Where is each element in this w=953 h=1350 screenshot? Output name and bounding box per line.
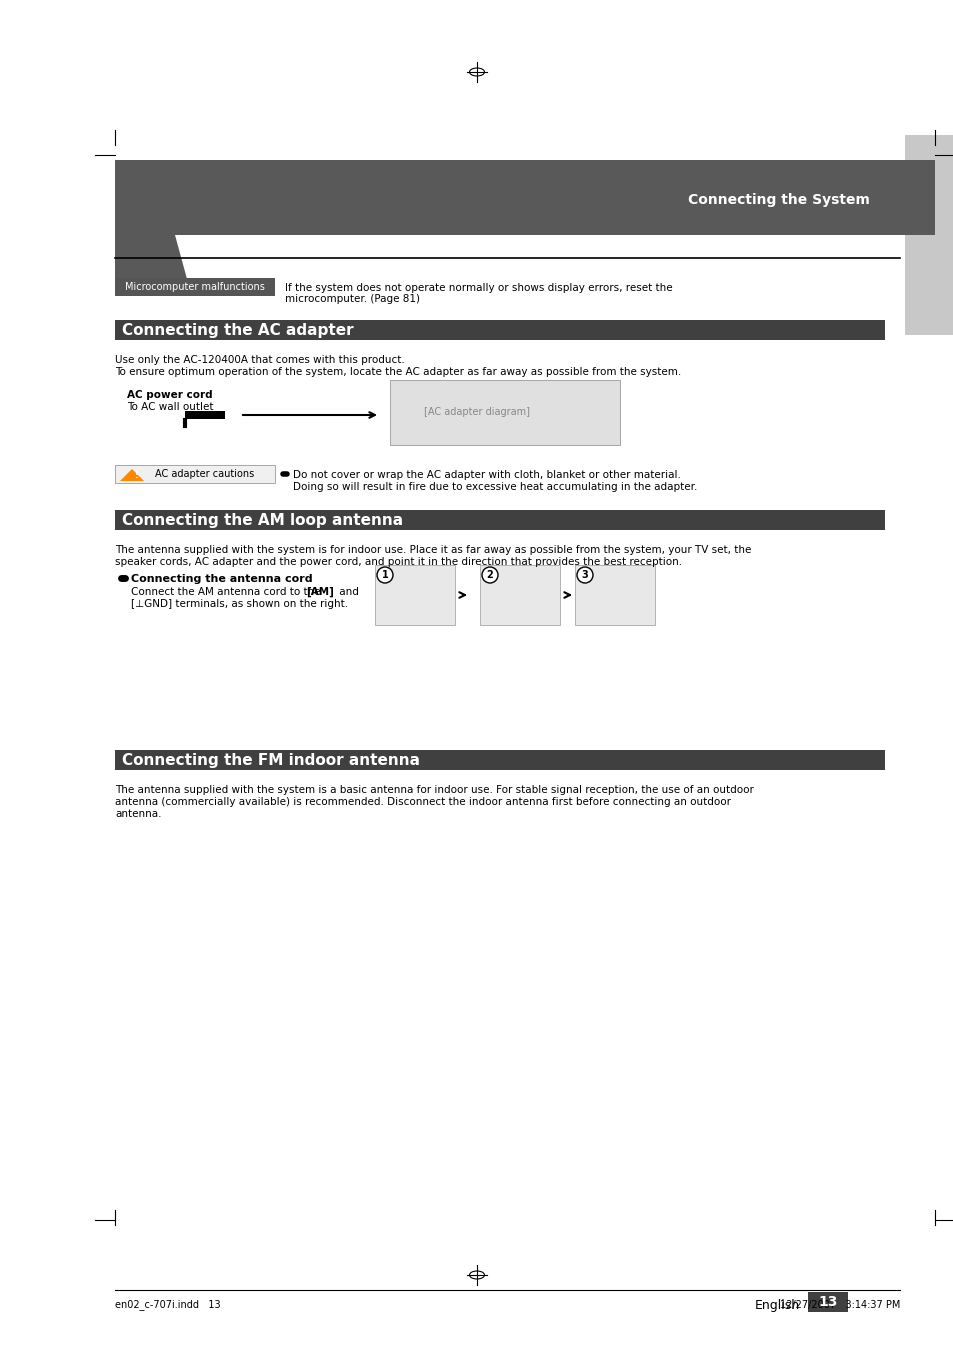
Text: Microcomputer malfunctions: Microcomputer malfunctions: [125, 282, 265, 292]
Circle shape: [481, 567, 497, 583]
Bar: [115, 320, 884, 340]
Bar: [115, 278, 274, 296]
Text: 12/27/2007   3:14:37 PM: 12/27/2007 3:14:37 PM: [779, 1300, 899, 1310]
Text: The antenna supplied with the system is for indoor use. Place it as far away as : The antenna supplied with the system is …: [115, 545, 751, 555]
Text: Connect the AM antenna cord to the: Connect the AM antenna cord to the: [131, 587, 323, 597]
Bar: [390, 379, 619, 446]
Text: Doing so will result in fire due to excessive heat accumulating in the adapter.: Doing so will result in fire due to exce…: [293, 482, 697, 491]
Bar: [575, 566, 655, 625]
Bar: [375, 566, 455, 625]
Polygon shape: [115, 235, 190, 290]
Text: 2: 2: [486, 570, 493, 580]
Text: !: !: [135, 471, 139, 479]
Bar: [115, 464, 274, 483]
Text: English: English: [754, 1299, 800, 1311]
Circle shape: [577, 567, 593, 583]
Text: en02_c-707i.indd   13: en02_c-707i.indd 13: [115, 1300, 220, 1311]
Text: [AC adapter diagram]: [AC adapter diagram]: [423, 406, 530, 417]
Text: Do not cover or wrap the AC adapter with cloth, blanket or other material.: Do not cover or wrap the AC adapter with…: [293, 470, 680, 481]
Text: Connecting the System: Connecting the System: [687, 193, 869, 207]
Bar: [807, 1292, 847, 1312]
Text: 1: 1: [381, 570, 388, 580]
Text: Use only the AC-120400A that comes with this product.: Use only the AC-120400A that comes with …: [115, 355, 404, 364]
Text: Connecting the AM loop antenna: Connecting the AM loop antenna: [122, 513, 403, 528]
Text: AC power cord: AC power cord: [127, 390, 213, 400]
Text: 3: 3: [581, 570, 588, 580]
Text: antenna.: antenna.: [115, 809, 161, 819]
Bar: [115, 161, 934, 235]
Text: If the system does not operate normally or shows display errors, reset the: If the system does not operate normally …: [285, 284, 672, 293]
Bar: [904, 135, 953, 335]
Bar: [185, 410, 225, 418]
Text: [⊥GND] terminals, as shown on the right.: [⊥GND] terminals, as shown on the right.: [131, 599, 348, 609]
Bar: [115, 751, 884, 769]
Text: Connecting the FM indoor antenna: Connecting the FM indoor antenna: [122, 752, 419, 768]
Text: The antenna supplied with the system is a basic antenna for indoor use. For stab: The antenna supplied with the system is …: [115, 784, 753, 795]
Bar: [115, 510, 884, 531]
Text: microcomputer. (Page 81): microcomputer. (Page 81): [285, 294, 419, 304]
Text: To AC wall outlet: To AC wall outlet: [127, 402, 213, 412]
Text: To ensure optimum operation of the system, locate the AC adapter as far away as : To ensure optimum operation of the syste…: [115, 367, 680, 377]
Text: Connecting the antenna cord: Connecting the antenna cord: [131, 574, 313, 585]
Text: 13: 13: [818, 1295, 837, 1309]
Circle shape: [376, 567, 393, 583]
Text: AC adapter cautions: AC adapter cautions: [154, 468, 254, 479]
Text: and: and: [335, 587, 358, 597]
Bar: [479, 566, 559, 625]
Text: antenna (commercially available) is recommended. Disconnect the indoor antenna f: antenna (commercially available) is reco…: [115, 796, 730, 807]
Text: speaker cords, AC adapter and the power cord, and point it in the direction that: speaker cords, AC adapter and the power …: [115, 558, 681, 567]
Text: [AM]: [AM]: [306, 587, 334, 597]
Text: Connecting the AC adapter: Connecting the AC adapter: [122, 323, 354, 338]
Polygon shape: [120, 468, 144, 481]
